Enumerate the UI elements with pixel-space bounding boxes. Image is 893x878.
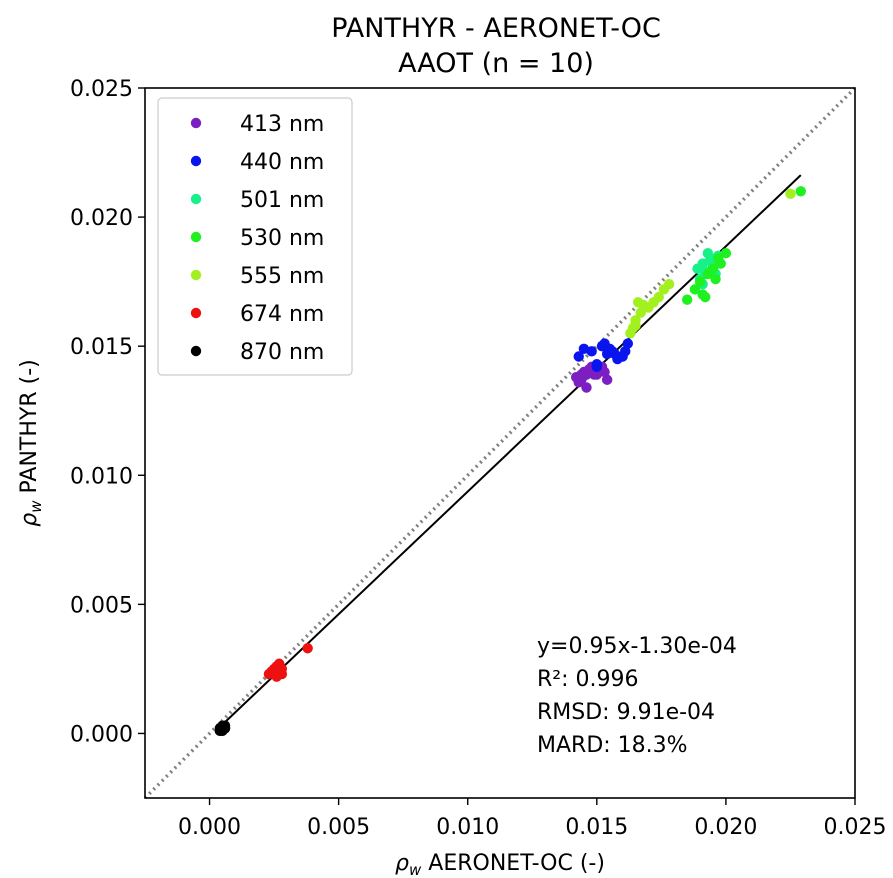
legend-marker-4	[190, 269, 202, 281]
data-point-1-14	[607, 346, 618, 357]
data-point-3-0	[681, 294, 693, 305]
y-tick-label-4: 0.020	[70, 206, 133, 231]
data-point-1-12	[622, 338, 633, 349]
data-point-6-7	[219, 723, 231, 734]
data-point-4-8	[653, 291, 664, 303]
x-tick-label-3: 0.015	[565, 815, 628, 840]
plot-frame	[144, 87, 856, 799]
y-axis-label: ρw PANTHYR (-)	[17, 359, 45, 526]
y-tick-label-1: 0.005	[70, 593, 133, 618]
legend-box	[157, 97, 353, 376]
x-tick-label-4: 0.020	[694, 815, 757, 840]
legend-marker-1	[190, 155, 202, 167]
x-axis-label-text: AERONET-OC (-)	[421, 851, 605, 876]
stat-line-0: y=0.95x-1.30e-04	[537, 634, 737, 659]
legend-marker-2	[190, 193, 202, 205]
data-point-1-13	[591, 361, 603, 373]
data-point-3-11	[712, 253, 724, 264]
fit-statistics: y=0.95x-1.30e-04 R²: 0.996 RMSD: 9.91e-04 M…	[537, 634, 737, 758]
x-axis-label: ρw AERONET-OC (-)	[395, 851, 605, 878]
chart-subtitle: AAOT (n = 10)	[398, 48, 594, 79]
y-axis-ticks: 0.000 0.005 0.010 0.015 0.020 0.025	[70, 77, 145, 747]
x-axis-label-symbol: ρ	[395, 851, 409, 876]
data-point-4-12	[630, 315, 641, 326]
data-point-3-7	[710, 273, 721, 285]
data-point-5-9	[302, 643, 313, 654]
chart-title: PANTHYR - AERONET-OC	[331, 13, 661, 44]
data-point-4-11	[785, 188, 796, 200]
data-point-0-4	[581, 382, 592, 393]
x-tick-label-1: 0.005	[307, 815, 370, 840]
legend-label-6: 870 nm	[240, 340, 324, 365]
legend-label-1: 440 nm	[240, 150, 324, 175]
data-point-3-6	[707, 263, 719, 274]
stat-line-2: RMSD: 9.91e-04	[537, 700, 715, 725]
data-point-5-10	[268, 666, 280, 677]
legend-label-2: 501 nm	[240, 188, 324, 213]
legend-label-5: 674 nm	[240, 302, 324, 327]
legend-label-4: 555 nm	[240, 264, 324, 289]
data-point-3-4	[700, 291, 711, 303]
data-point-3-10	[795, 186, 806, 197]
y-axis-label-subscript: w	[27, 500, 45, 513]
x-axis-label-subscript: w	[409, 861, 422, 878]
legend: 413 nm 440 nm 501 nm 530 nm 555 nm 674 nm 870 …	[157, 97, 353, 376]
y-axis-label-symbol: ρ	[17, 513, 42, 527]
y-tick-label-2: 0.010	[70, 464, 133, 489]
data-point-1-2	[586, 346, 597, 357]
data-point-3-1	[689, 284, 701, 295]
y-tick-label-0: 0.000	[70, 722, 133, 747]
data-point-0-12	[601, 374, 613, 385]
legend-marker-6	[190, 345, 202, 357]
legend-marker-0	[190, 117, 202, 129]
stat-line-3: MARD: 18.3%	[537, 733, 688, 758]
y-tick-label-3: 0.015	[70, 335, 133, 360]
x-tick-label-2: 0.010	[436, 815, 499, 840]
data-points	[214, 186, 806, 737]
data-point-0-16	[591, 369, 603, 380]
data-point-3-2	[694, 276, 706, 287]
data-point-4-10	[663, 279, 675, 290]
x-tick-label-0: 0.000	[178, 815, 241, 840]
data-point-3-9	[720, 248, 732, 259]
y-axis-label-text: PANTHYR (-)	[17, 359, 42, 500]
data-point-2-10	[705, 253, 716, 264]
x-axis-ticks: 0.000 0.005 0.010 0.015 0.020 0.025	[178, 798, 886, 840]
legend-marker-5	[190, 307, 202, 319]
data-point-0-14	[576, 374, 587, 385]
legend-marker-3	[190, 231, 202, 243]
stat-line-1: R²: 0.996	[537, 667, 639, 692]
legend-label-3: 530 nm	[240, 226, 324, 251]
data-point-1-0	[573, 351, 584, 362]
x-tick-label-5: 0.025	[824, 815, 887, 840]
legend-label-0: 413 nm	[240, 112, 324, 137]
y-tick-label-5: 0.025	[70, 77, 133, 102]
